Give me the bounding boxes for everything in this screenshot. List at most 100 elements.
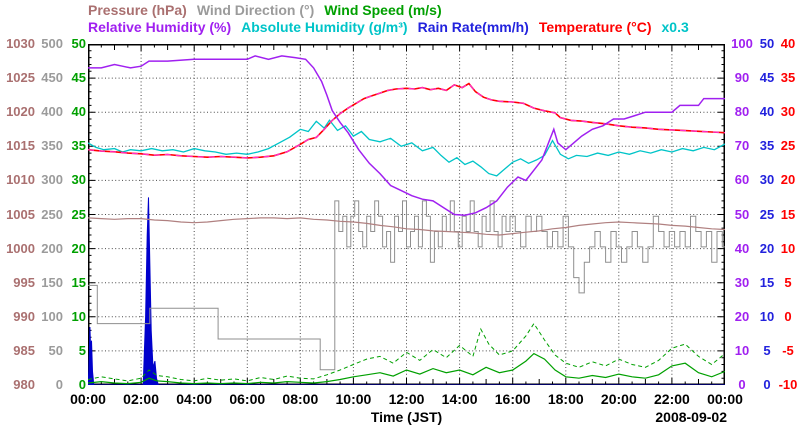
legend-rain-rate: Rain Rate(mm/h): [417, 19, 529, 35]
pressure-axis-label: 1020: [6, 104, 35, 120]
wind-speed-axis-label: 0: [78, 377, 86, 392]
pressure-axis-label: 990: [13, 308, 35, 324]
wind-speed-axis-label: 5: [78, 342, 86, 358]
legend-pressure: Pressure (hPa): [88, 2, 187, 18]
relative-humidity-axis-label: 80: [734, 104, 750, 120]
rain-rate-axis-label: 10: [759, 308, 775, 324]
pressure-line: [88, 217, 725, 236]
rain-rate-axis-label: 15: [759, 274, 775, 290]
wind-speed-axis-label: 30: [71, 172, 86, 188]
rain-rate-axis-label: 30: [759, 172, 775, 188]
relative-humidity-axis-label: 20: [734, 308, 750, 324]
legend-relative-humidity: Relative Humidity (%): [88, 19, 232, 35]
legend-wind-speed: Wind Speed (m/s): [324, 2, 442, 18]
x-tick-label: 20:00: [600, 391, 637, 407]
rain-rate-axis-label: 40: [759, 104, 775, 120]
pressure-axis-label: 1025: [6, 70, 35, 86]
relative-humidity-axis-label: 90: [734, 70, 750, 86]
wind-speed-axis-label: 15: [71, 274, 86, 290]
x-axis-title: Time (JST): [370, 409, 443, 425]
wind-direction-axis-label: 150: [41, 274, 63, 290]
relative-humidity-axis-label: 70: [734, 138, 750, 154]
rain-rate-axis-label: 5: [763, 342, 771, 358]
rain-rate-axis-label: 25: [759, 206, 775, 222]
wind-speed-axis-label: 40: [71, 104, 86, 120]
temperature-dashed-line: [88, 82, 725, 159]
legend-row-1: Pressure (hPa) Wind Direction (°) Wind S…: [88, 2, 442, 18]
rain-rate-axis-label: 20: [759, 240, 775, 256]
pressure-axis-label: 995: [13, 274, 35, 290]
wind-speed-axis-label: 25: [71, 206, 86, 222]
temperature-axis-label: 15: [780, 206, 796, 222]
x-tick-label: 00:00: [70, 391, 106, 407]
rain-rate-axis-label: 0: [763, 377, 771, 392]
wind-direction-axis-label: 350: [41, 138, 63, 154]
wind-direction-axis-label: 100: [41, 308, 63, 324]
x-tick-label: 00:00: [707, 391, 743, 407]
date-label: 2008-09-02: [655, 409, 727, 425]
wind-direction-axis-label: 500: [41, 36, 63, 51]
relative-humidity-axis-label: 100: [731, 36, 753, 51]
x-tick-label: 14:00: [441, 391, 478, 407]
x-tick-label: 22:00: [654, 391, 690, 407]
wind-speed-gust-line: [88, 322, 725, 382]
temperature-axis-label: 10: [780, 240, 796, 256]
relative-humidity-axis-label: 10: [734, 342, 750, 358]
x-tick-label: 04:00: [176, 391, 213, 407]
temperature-axis-label: -10: [778, 377, 798, 392]
temperature-axis-label: 30: [780, 104, 796, 120]
x-tick-label: 08:00: [282, 391, 319, 407]
legend-absolute-humidity: Absolute Humidity (g/m³): [241, 19, 408, 35]
wind-speed-axis-label: 35: [71, 138, 86, 154]
x-tick-label: 16:00: [494, 391, 531, 407]
temperature-axis-label: 35: [780, 70, 796, 86]
pressure-axis-label: 1000: [6, 240, 35, 256]
rain-rate-axis-label: 45: [759, 70, 775, 86]
pressure-axis-label: 1010: [6, 172, 35, 188]
relative-humidity-axis-label: 30: [734, 274, 750, 290]
pressure-axis-label: 980: [13, 377, 35, 392]
rain-rate-axis-label: 35: [759, 138, 775, 154]
rain-rate-axis-label: 50: [759, 36, 775, 51]
wind-speed-axis-label: 20: [71, 240, 86, 256]
pressure-axis-label: 1015: [6, 138, 35, 154]
wind-speed-line: [88, 352, 725, 385]
relative-humidity-axis-label: 40: [734, 240, 750, 256]
wind-speed-axis-label: 45: [71, 70, 86, 86]
temperature-axis-label: 5: [784, 274, 792, 290]
x-tick-label: 02:00: [123, 391, 159, 407]
wind-direction-axis-label: 0: [55, 377, 63, 392]
x-tick-label: 12:00: [388, 391, 425, 407]
scale-note: x0.3: [661, 19, 689, 35]
x-tick-label: 18:00: [547, 391, 584, 407]
legend-row-2: Relative Humidity (%) Absolute Humidity …: [88, 19, 689, 35]
legend-wind-direction: Wind Direction (°): [196, 2, 315, 18]
plot-area: [88, 44, 725, 385]
wind-direction-axis-label: 450: [41, 70, 63, 86]
wind-speed-axis-label: 10: [71, 308, 86, 324]
temperature-axis-label: 20: [780, 172, 796, 188]
wind-direction-axis-label: 50: [48, 342, 63, 358]
temperature-axis-label: 25: [780, 138, 796, 154]
relative-humidity-axis-label: 0: [738, 377, 746, 392]
wind-direction-axis-label: 250: [41, 206, 63, 222]
rain-rate-area: [88, 197, 725, 385]
temperature-axis-label: 40: [780, 36, 796, 51]
legend-temperature: Temperature (°C): [538, 19, 652, 35]
x-tick-label: 06:00: [229, 391, 266, 407]
wind-direction-axis-label: 200: [41, 240, 63, 256]
pressure-axis-label: 1030: [6, 36, 35, 51]
relative-humidity-line: [88, 55, 725, 216]
pressure-axis-label: 1005: [6, 206, 35, 222]
wind-direction-axis-label: 300: [41, 172, 63, 188]
relative-humidity-axis-label: 50: [734, 206, 750, 222]
pressure-axis-label: 985: [13, 342, 35, 358]
wind-direction-axis-label: 400: [41, 104, 63, 120]
temperature-axis-label: 0: [784, 308, 792, 324]
x-tick-label: 10:00: [335, 391, 372, 407]
wind-speed-axis-label: 50: [71, 36, 86, 51]
absolute-humidity-line: [88, 119, 725, 177]
wind-direction-line: [88, 200, 725, 371]
temperature-axis-label: -5: [782, 342, 794, 358]
